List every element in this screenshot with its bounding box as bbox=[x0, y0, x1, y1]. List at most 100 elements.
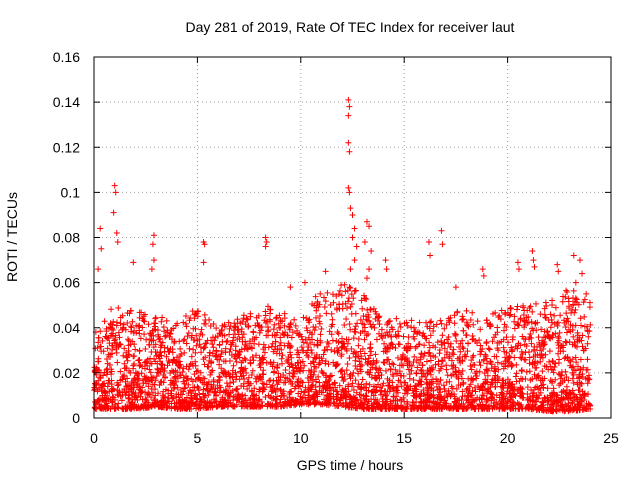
data-point-2740 bbox=[390, 373, 397, 380]
data-point-2874 bbox=[210, 396, 217, 403]
data-point-3495 bbox=[204, 398, 211, 405]
data-point-2895 bbox=[361, 384, 368, 391]
data-point-3416 bbox=[115, 381, 122, 388]
data-point-3406 bbox=[202, 354, 209, 361]
data-point-2696 bbox=[121, 365, 128, 372]
data-point-2625 bbox=[143, 358, 150, 365]
data-point-2446 bbox=[479, 345, 486, 352]
data-point-3054 bbox=[125, 351, 132, 358]
spike-point-2 bbox=[95, 266, 102, 273]
data-point-2086 bbox=[154, 349, 161, 356]
data-point-3315 bbox=[130, 365, 137, 372]
data-point-3444 bbox=[222, 358, 229, 365]
data-point-3438 bbox=[251, 385, 258, 392]
data-point-2941 bbox=[197, 330, 204, 337]
data-point-3293 bbox=[322, 379, 329, 386]
data-point-3187 bbox=[487, 381, 494, 388]
data-point-2758 bbox=[151, 320, 158, 327]
data-point-2591 bbox=[551, 390, 558, 397]
data-point-2214 bbox=[147, 355, 154, 362]
data-point-3517 bbox=[573, 296, 580, 303]
data-point-2682 bbox=[515, 322, 522, 329]
data-point-2443 bbox=[427, 353, 434, 360]
data-point-1965 bbox=[572, 322, 579, 329]
axes bbox=[93, 56, 612, 419]
data-point-3294 bbox=[154, 327, 161, 334]
data-point-2051 bbox=[255, 322, 262, 329]
data-point-3523 bbox=[187, 398, 194, 405]
data-point-2116 bbox=[472, 388, 479, 395]
data-point-681 bbox=[124, 375, 131, 382]
data-point-1976 bbox=[231, 324, 238, 331]
data-point-2234 bbox=[400, 333, 407, 340]
data-point-2024 bbox=[377, 384, 384, 391]
data-point-3071 bbox=[162, 395, 169, 402]
data-point-3581 bbox=[356, 403, 363, 410]
data-point-1198 bbox=[103, 356, 110, 363]
data-point-3503 bbox=[502, 358, 509, 365]
data-point-1735 bbox=[504, 388, 511, 395]
data-point-3387 bbox=[389, 360, 396, 367]
data-point-2470 bbox=[525, 319, 532, 326]
data-point-2927 bbox=[378, 333, 385, 340]
data-point-990 bbox=[392, 344, 399, 351]
data-point-3328 bbox=[504, 362, 511, 369]
data-point-2403 bbox=[499, 379, 506, 386]
data-point-2847 bbox=[502, 363, 509, 370]
data-point-3055 bbox=[420, 398, 427, 405]
data-point-3399 bbox=[349, 396, 356, 403]
data-point-3578 bbox=[357, 348, 364, 355]
data-point-2903 bbox=[542, 299, 549, 306]
data-point-2327 bbox=[342, 288, 349, 295]
data-point-3292 bbox=[107, 405, 114, 412]
data-point-3151 bbox=[382, 332, 389, 339]
data-point-3334 bbox=[213, 325, 220, 332]
data-point-2342 bbox=[448, 357, 455, 364]
data-point-1822 bbox=[500, 385, 507, 392]
data-point-3222 bbox=[529, 376, 536, 383]
data-point-3286 bbox=[383, 396, 390, 403]
data-point-3099 bbox=[101, 388, 108, 395]
data-point-1969 bbox=[340, 340, 347, 347]
data-point-5 bbox=[444, 372, 451, 379]
data-point-431 bbox=[118, 397, 125, 404]
data-point-3303 bbox=[184, 333, 191, 340]
data-point-3389 bbox=[509, 333, 516, 340]
data-point-172 bbox=[396, 320, 403, 327]
data-point-2897 bbox=[519, 394, 526, 401]
data-point-1352 bbox=[158, 378, 165, 385]
data-point-2082 bbox=[541, 363, 548, 370]
data-point-536 bbox=[287, 320, 294, 327]
data-point-2955 bbox=[498, 389, 505, 396]
data-point-469 bbox=[233, 386, 240, 393]
data-point-2778 bbox=[396, 362, 403, 369]
data-point-1890 bbox=[159, 339, 166, 346]
data-point-2076 bbox=[312, 293, 319, 300]
data-point-2430 bbox=[318, 367, 325, 374]
data-point-3354 bbox=[471, 384, 478, 391]
data-point-3473 bbox=[343, 347, 350, 354]
data-point-2930 bbox=[526, 368, 533, 375]
data-point-3189 bbox=[262, 308, 269, 315]
data-point-3548 bbox=[550, 369, 557, 376]
data-point-3191 bbox=[151, 402, 158, 409]
data-point-3220 bbox=[491, 367, 498, 374]
data-point-2564 bbox=[494, 329, 501, 336]
data-point-3464 bbox=[211, 389, 218, 396]
data-point-2231 bbox=[358, 381, 365, 388]
data-point-2580 bbox=[476, 368, 483, 375]
data-point-3340 bbox=[248, 402, 255, 409]
data-point-1161 bbox=[338, 292, 345, 299]
data-point-1973 bbox=[165, 357, 172, 364]
x-tick-label-1: 5 bbox=[194, 430, 202, 446]
data-point-2495 bbox=[189, 308, 196, 315]
data-point-3526 bbox=[533, 392, 540, 399]
data-point-1751 bbox=[555, 319, 562, 326]
data-point-3132 bbox=[175, 362, 182, 369]
data-point-3539 bbox=[282, 398, 289, 405]
data-point-2488 bbox=[150, 332, 157, 339]
data-point-1254 bbox=[387, 398, 394, 405]
data-point-3408 bbox=[311, 363, 318, 370]
data-point-2458 bbox=[328, 372, 335, 379]
data-point-3306 bbox=[164, 404, 171, 411]
